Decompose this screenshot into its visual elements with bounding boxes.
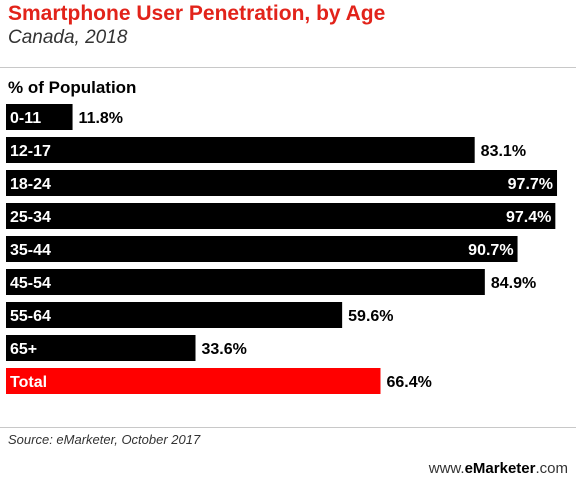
brand-prefix: www. — [428, 460, 465, 477]
category-label: 55-64 — [10, 308, 51, 325]
brand-suffix: .com — [535, 460, 568, 477]
bar-total — [6, 368, 381, 394]
value-label: 97.4% — [506, 209, 551, 226]
category-label: 35-44 — [10, 242, 51, 259]
bottom-divider — [0, 427, 576, 428]
bar-4554 — [6, 269, 485, 295]
axis-label: % of Population — [8, 78, 137, 97]
bar-1217 — [6, 137, 475, 163]
bar-5564 — [6, 302, 343, 328]
top-divider — [0, 67, 576, 68]
bar-65 — [6, 335, 196, 361]
category-label: 12-17 — [10, 143, 51, 160]
bar-3544 — [6, 236, 518, 262]
bar-1824 — [6, 170, 558, 196]
value-label: 97.7% — [508, 176, 553, 193]
value-label: 66.4% — [386, 374, 431, 391]
category-label: 25-34 — [10, 209, 51, 226]
value-label: 84.9% — [491, 275, 536, 292]
value-label: 59.6% — [348, 308, 393, 325]
brand-name: eMarketer — [464, 460, 536, 477]
chart-title: Smartphone User Penetration, by Age — [8, 2, 386, 25]
value-label: 11.8% — [79, 110, 123, 127]
value-label: 90.7% — [468, 242, 513, 259]
category-label: 0-11 — [10, 110, 41, 127]
bar-2534 — [6, 203, 556, 229]
bar-011 — [6, 104, 73, 130]
category-label: 18-24 — [10, 176, 51, 193]
source-note: Source: eMarketer, October 2017 — [8, 432, 201, 447]
category-label: 65+ — [10, 341, 37, 358]
value-label: 83.1% — [481, 143, 526, 160]
value-label: 33.6% — [202, 341, 247, 358]
chart-subtitle: Canada, 2018 — [8, 27, 128, 48]
category-label: 45-54 — [10, 275, 51, 292]
brand-logo: www.eMarketer.com — [429, 460, 568, 477]
category-label: Total — [10, 374, 47, 391]
